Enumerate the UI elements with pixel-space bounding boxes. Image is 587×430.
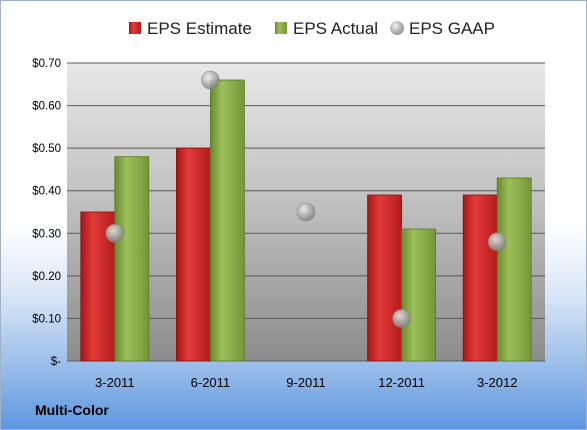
bar-eps-estimate	[367, 194, 403, 362]
legend-label: EPS Estimate	[147, 19, 252, 38]
bar-eps-actual	[496, 177, 532, 362]
y-tick-label: $0.60	[32, 101, 61, 113]
bar-eps-actual	[209, 79, 245, 362]
legend-label: EPS GAAP	[409, 19, 495, 38]
bars	[80, 79, 532, 362]
y-tick-label: $-	[51, 356, 61, 368]
x-tick-label: 12-2011	[378, 375, 425, 390]
legend-label: EPS Actual	[293, 19, 378, 38]
x-axis: 3-2011 6-2011 9-2011 12-2011 3-2012	[95, 375, 517, 390]
point-eps-gaap	[296, 202, 316, 222]
x-tick-label: 3-2011	[95, 375, 135, 390]
legend-swatch-actual	[275, 22, 287, 34]
x-tick-label: 6-2011	[191, 375, 231, 390]
legend-swatch-gaap	[390, 21, 404, 35]
y-axis: $- $0.10 $0.20 $0.30 $0.40 $0.50 $0.60 $0.70	[32, 58, 61, 368]
y-tick-label: $0.40	[32, 186, 61, 198]
y-tick-label: $0.30	[32, 228, 61, 240]
x-tick-label: 3-2012	[477, 375, 517, 390]
y-tick-label: $0.20	[32, 271, 61, 283]
point-eps-gaap	[201, 70, 220, 90]
gaap-points	[105, 70, 507, 328]
point-eps-gaap	[487, 232, 507, 252]
bar-eps-actual	[401, 228, 437, 362]
bar-eps-estimate	[462, 194, 498, 362]
y-tick-label: $0.50	[32, 143, 61, 155]
y-tick-label: $0.70	[32, 58, 61, 70]
bar-eps-estimate	[175, 147, 211, 362]
x-tick-label: 9-2011	[286, 375, 326, 390]
legend: EPS Estimate EPS Actual EPS GAAP	[129, 19, 495, 38]
company-name: Multi-Color	[35, 402, 109, 418]
point-eps-gaap	[392, 309, 411, 328]
y-tick-label: $0.10	[32, 313, 61, 325]
point-eps-gaap	[105, 223, 125, 243]
legend-swatch-estimate	[129, 22, 141, 34]
bar-eps-actual	[114, 156, 150, 362]
